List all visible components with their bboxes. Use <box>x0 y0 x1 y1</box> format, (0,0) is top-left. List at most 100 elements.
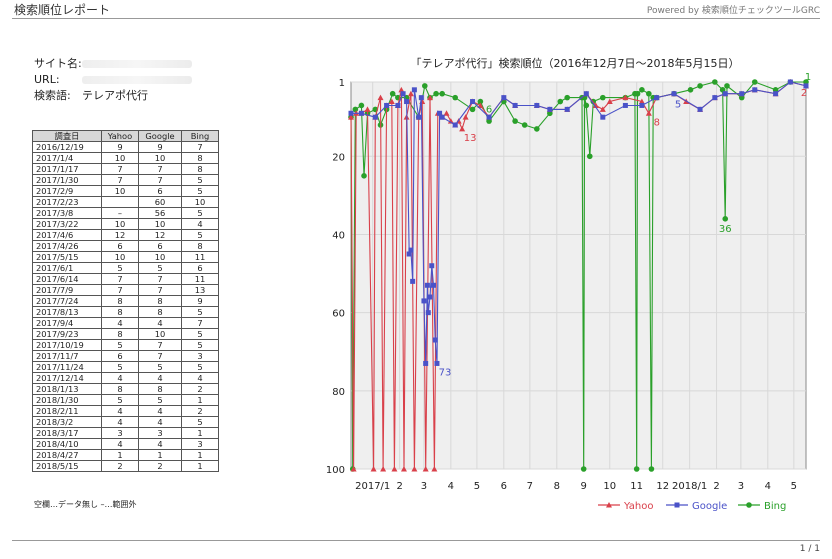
google-point <box>358 110 364 116</box>
table-row: 2017/8/13 8 8 5 <box>32 306 219 318</box>
yahoo-point <box>422 466 429 472</box>
y-tick-label: 60 <box>332 309 345 320</box>
bing-point <box>564 94 571 101</box>
bing-point <box>746 502 752 508</box>
google-point <box>512 102 518 108</box>
yahoo-point <box>380 466 387 472</box>
yahoo-point <box>645 110 652 116</box>
yahoo-point <box>477 102 484 108</box>
google-point <box>434 360 440 366</box>
google-point <box>410 278 416 284</box>
google-point <box>470 99 476 105</box>
bing-point <box>724 83 730 89</box>
x-tick-label: 2 <box>396 481 402 492</box>
site-name-row: サイト名: <box>34 56 202 72</box>
bing-point <box>633 466 640 472</box>
y-tick-label: 40 <box>332 230 345 241</box>
table-row: 2018/3/2 4 4 5 <box>32 416 219 428</box>
google-point <box>424 282 430 288</box>
google-point <box>787 79 793 85</box>
google-point <box>348 110 354 116</box>
bing-point <box>361 173 367 179</box>
chart-title: 「テレアポ代行」検索順位（2016年12月7日～2018年5月15日） <box>410 57 740 70</box>
bing-point <box>521 122 528 128</box>
table-row: 2017/2/9 10 6 5 <box>32 185 219 197</box>
column-header-date: 調査日 <box>32 130 102 142</box>
yahoo-point <box>364 106 371 112</box>
data-label: 6 <box>486 105 492 116</box>
google-point <box>722 91 728 97</box>
google-point <box>654 95 660 101</box>
data-label: 73 <box>439 367 452 378</box>
y-tick-label: 1 <box>339 78 345 89</box>
bing-point <box>352 106 359 113</box>
table-row: 2016/12/19 9 9 7 <box>32 141 219 153</box>
data-label: 5 <box>675 100 681 111</box>
x-tick-label: 3 <box>421 481 427 492</box>
legend-label-yahoo: Yahoo <box>623 501 653 512</box>
site-name-value <box>82 56 202 72</box>
google-point <box>712 95 718 101</box>
google-point <box>406 251 412 257</box>
google-point <box>437 110 443 116</box>
bing-point <box>557 98 564 105</box>
bing-point <box>486 118 492 124</box>
bing-point <box>452 94 458 101</box>
google-point <box>395 102 401 108</box>
bing-point <box>439 90 445 97</box>
google-point <box>408 247 414 253</box>
google-point <box>421 298 427 304</box>
keyword-label: 検索語: <box>34 89 71 102</box>
google-point <box>486 114 492 120</box>
bing-point <box>712 79 718 85</box>
google-point <box>384 102 390 108</box>
bing-point <box>600 94 606 101</box>
rank-chart: 2017/1 2 3 4 5 6 7 8 9 10 11 12 2018/1 2 3 4 51204060801… <box>326 72 811 512</box>
google-point <box>404 99 410 105</box>
yahoo-point <box>411 466 418 472</box>
google-point <box>411 87 417 93</box>
ranking-table-header: 調査日 Yahoo Google Bing <box>32 130 219 142</box>
google-point <box>547 106 553 112</box>
yahoo-point <box>388 98 395 105</box>
x-tick-label: 2 <box>713 481 719 492</box>
google-point <box>430 282 436 288</box>
cell-bing: 1 <box>181 460 219 472</box>
bing-point <box>580 466 587 472</box>
google-point <box>452 122 458 128</box>
google-point <box>639 102 645 108</box>
y-tick-label: 80 <box>332 387 345 398</box>
table-row: 2018/4/10 4 4 3 <box>32 438 219 450</box>
bing-point <box>646 90 652 97</box>
yahoo-point <box>398 86 405 93</box>
bing-point <box>469 106 476 113</box>
bing-point <box>389 90 396 97</box>
cell-yahoo: 2 <box>101 460 139 472</box>
bing-point <box>358 102 365 109</box>
google-point <box>501 95 507 101</box>
report-meta: サイト名: URL: 検索語: テレアポ代行 <box>34 56 202 104</box>
x-tick-label: 6 <box>501 481 507 492</box>
cell-bing: 5 <box>181 185 219 197</box>
data-label: 2 <box>801 88 807 99</box>
google-point <box>372 114 378 120</box>
x-tick-label: 5 <box>474 481 480 492</box>
google-point <box>773 91 779 97</box>
report-title: 検索順位レポート <box>14 3 111 17</box>
bing-point <box>477 98 484 105</box>
table-row: 2018/3/17 3 3 1 <box>32 427 219 439</box>
yahoo-point <box>391 466 398 472</box>
table-row: 2017/1/4 10 10 8 <box>32 152 219 164</box>
table-row: 2017/3/8–56 5 <box>32 207 219 219</box>
google-point <box>739 91 745 97</box>
table-row: 2018/5/15 2 2 1 <box>32 460 219 472</box>
table-row: 2017/6/14 7 7 11 <box>32 273 219 285</box>
table-row: 2017/1/17 7 7 8 <box>32 163 219 175</box>
google-point <box>416 114 422 120</box>
table-row: 2017/4/26 6 6 8 <box>32 240 219 252</box>
yahoo-point <box>348 114 354 120</box>
x-tick-label: 2017/1 <box>355 481 390 492</box>
url-value <box>82 72 202 88</box>
table-row: 2017/1/30 7 7 5 <box>32 174 219 186</box>
yahoo-point <box>606 502 612 508</box>
